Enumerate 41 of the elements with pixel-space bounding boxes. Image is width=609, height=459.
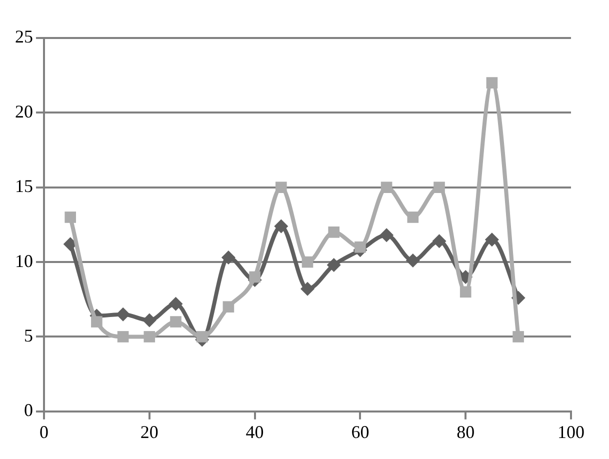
point <box>142 313 156 328</box>
point <box>406 254 420 268</box>
point <box>407 212 419 223</box>
point <box>328 226 340 238</box>
point <box>168 296 183 311</box>
point <box>486 77 498 88</box>
y-tick-label: 5 <box>24 325 33 346</box>
point <box>196 331 208 342</box>
y-tick-label: 20 <box>15 101 33 122</box>
point <box>116 307 130 322</box>
point <box>380 182 392 194</box>
point <box>434 182 445 194</box>
x-tick-label: 20 <box>140 422 158 442</box>
x-tick-label: 60 <box>351 422 370 442</box>
x-tick-label: 100 <box>558 422 584 442</box>
point <box>354 241 366 253</box>
point <box>432 234 446 248</box>
point <box>221 250 236 265</box>
y-tick-label: 25 <box>15 26 33 47</box>
point <box>222 301 234 313</box>
point <box>91 316 102 328</box>
point <box>64 212 76 223</box>
x-tick-label: 40 <box>246 422 264 442</box>
y-tick-label: 0 <box>24 400 33 420</box>
point <box>144 331 156 342</box>
point <box>512 331 524 342</box>
point <box>274 219 288 234</box>
y-tick-label: 10 <box>15 250 33 271</box>
point <box>275 182 287 194</box>
point <box>484 232 499 247</box>
point <box>460 286 472 298</box>
point <box>380 228 394 242</box>
x-tick-label: 0 <box>40 422 48 442</box>
point <box>249 271 260 283</box>
y-tick-label: 15 <box>15 176 33 196</box>
point <box>326 258 341 272</box>
point <box>170 316 182 328</box>
point <box>117 331 129 342</box>
point <box>300 282 314 296</box>
x-tick-label: 80 <box>456 422 475 442</box>
point <box>302 256 314 268</box>
